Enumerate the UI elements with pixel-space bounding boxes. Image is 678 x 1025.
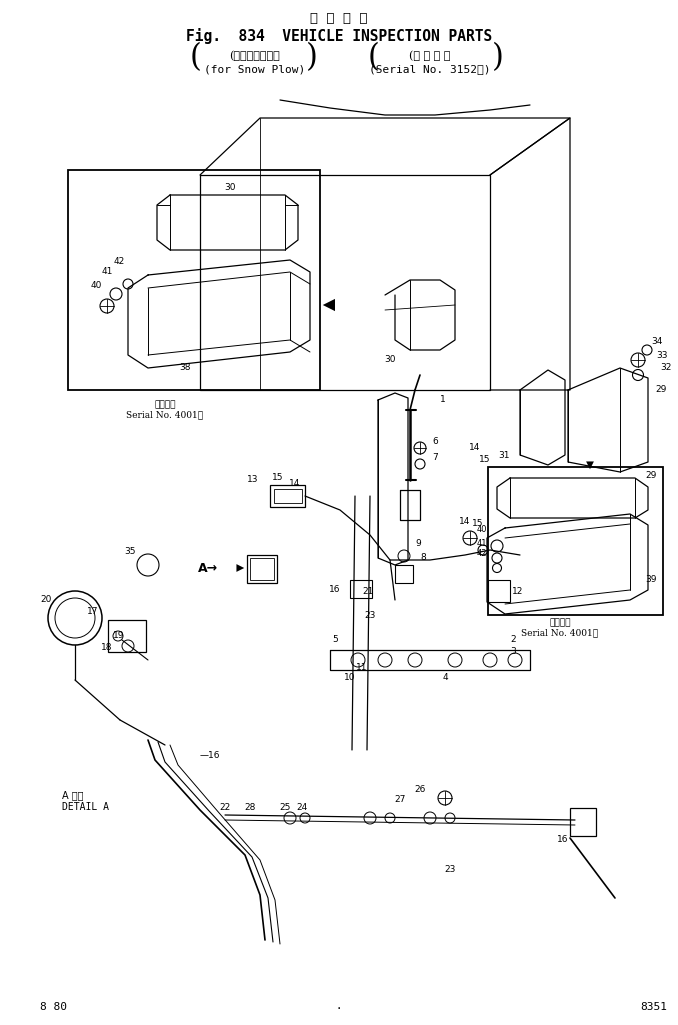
Text: 2: 2 — [510, 636, 516, 645]
Text: 41: 41 — [101, 268, 113, 277]
Text: 15: 15 — [473, 520, 483, 529]
Text: 23: 23 — [444, 865, 456, 874]
Text: (スノウプラウ用: (スノウプラウ用 — [230, 50, 281, 60]
Text: 40: 40 — [90, 281, 102, 289]
Bar — [395, 565, 413, 583]
Text: 24: 24 — [296, 804, 308, 813]
Bar — [350, 580, 372, 598]
Text: 4: 4 — [442, 673, 447, 683]
Bar — [250, 558, 274, 580]
Text: 12: 12 — [512, 586, 523, 596]
Text: 30: 30 — [224, 183, 236, 193]
Text: DETAIL A: DETAIL A — [62, 802, 109, 812]
Text: (Serial No. 3152～): (Serial No. 3152～) — [370, 64, 491, 74]
Text: (適 用 号 機: (適 用 号 機 — [410, 50, 451, 60]
Text: 30: 30 — [384, 356, 396, 365]
Bar — [68, 170, 320, 390]
Text: 5: 5 — [332, 636, 338, 645]
Text: 42: 42 — [113, 257, 125, 266]
Text: 6: 6 — [432, 438, 438, 447]
Text: ): ) — [306, 42, 318, 74]
Text: 13: 13 — [247, 476, 258, 485]
Bar — [570, 808, 596, 836]
Text: 22: 22 — [220, 804, 231, 813]
Text: 29: 29 — [645, 470, 656, 480]
Text: 1: 1 — [440, 396, 445, 405]
Bar — [270, 485, 305, 507]
Text: 15: 15 — [479, 455, 491, 464]
Text: 適用号機
Serial No. 4001～: 適用号機 Serial No. 4001～ — [126, 400, 203, 419]
Text: (: ( — [190, 42, 202, 74]
Text: 8 80: 8 80 — [40, 1002, 67, 1012]
Bar — [488, 580, 510, 602]
Text: 車  標  部  品: 車 標 部 品 — [311, 12, 367, 25]
Text: 8: 8 — [420, 554, 426, 563]
Text: 40: 40 — [477, 526, 487, 534]
Text: 21: 21 — [362, 587, 374, 597]
Text: .: . — [337, 998, 341, 1012]
Text: 10: 10 — [344, 673, 356, 683]
Text: 32: 32 — [660, 364, 671, 372]
Text: 23: 23 — [364, 611, 376, 619]
Text: 27: 27 — [395, 795, 405, 805]
Text: 33: 33 — [656, 351, 668, 360]
Text: 29: 29 — [655, 385, 666, 395]
Text: 8351: 8351 — [640, 1002, 667, 1012]
Text: 7: 7 — [432, 453, 438, 462]
Text: 16: 16 — [557, 835, 568, 845]
Text: 20: 20 — [41, 596, 52, 605]
Text: 35: 35 — [125, 547, 136, 557]
Text: (for Snow Plow): (for Snow Plow) — [204, 64, 306, 74]
Text: ): ) — [492, 42, 504, 74]
Bar — [247, 555, 277, 583]
Text: 41: 41 — [477, 538, 487, 547]
Text: 11: 11 — [356, 663, 367, 672]
Text: 31: 31 — [498, 451, 510, 459]
Text: 17: 17 — [87, 608, 98, 616]
Text: 38: 38 — [179, 364, 191, 372]
Text: 適用号機
Serial No. 4001～: 適用号機 Serial No. 4001～ — [521, 618, 599, 638]
Text: 26: 26 — [414, 785, 426, 794]
Bar — [108, 620, 146, 652]
Text: 42: 42 — [477, 548, 487, 558]
Text: 18: 18 — [100, 644, 112, 653]
Bar — [488, 467, 663, 615]
Text: 34: 34 — [651, 337, 662, 346]
Text: Fig.  834  VEHICLE INSPECTION PARTS: Fig. 834 VEHICLE INSPECTION PARTS — [186, 28, 492, 44]
Text: 16: 16 — [329, 585, 340, 594]
Bar — [274, 489, 302, 503]
Text: 39: 39 — [645, 575, 656, 584]
Text: 9: 9 — [415, 539, 421, 548]
Text: 28: 28 — [244, 804, 256, 813]
Text: A 詳細: A 詳細 — [62, 790, 83, 800]
Text: (: ( — [368, 42, 380, 74]
Text: A→: A→ — [198, 562, 218, 574]
Text: 19: 19 — [113, 631, 124, 641]
Text: 14: 14 — [459, 518, 471, 527]
Text: —16: —16 — [200, 750, 220, 760]
Text: 25: 25 — [279, 804, 291, 813]
Text: 14: 14 — [469, 443, 481, 451]
Text: 15: 15 — [273, 474, 284, 483]
Text: 14: 14 — [290, 479, 300, 488]
Text: 3: 3 — [510, 648, 516, 656]
